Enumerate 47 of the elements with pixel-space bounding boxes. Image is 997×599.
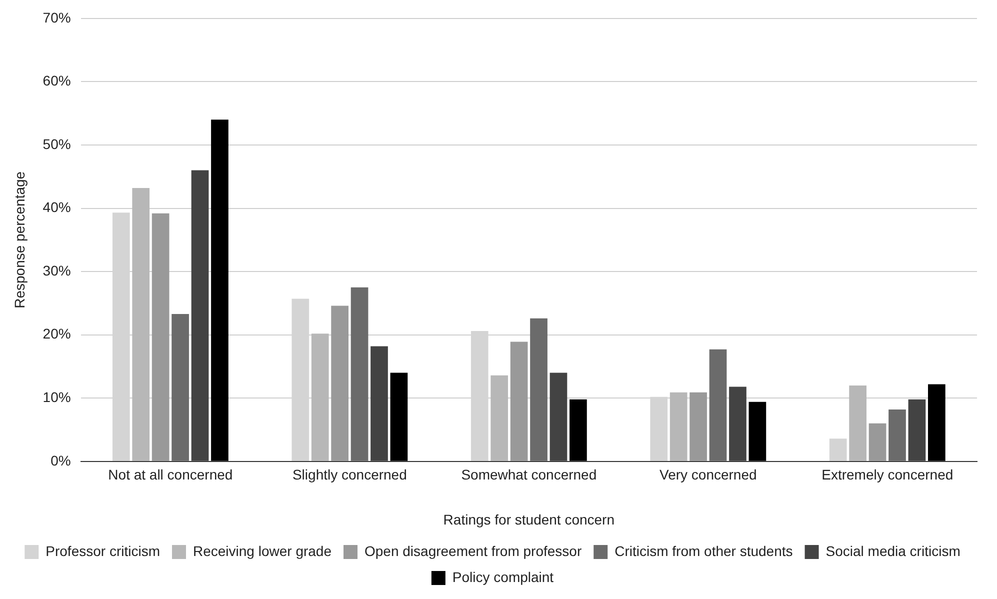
legend-label: Social media criticism — [826, 542, 960, 559]
bar — [152, 213, 170, 461]
bar — [709, 349, 727, 461]
bar — [570, 399, 587, 461]
bar — [908, 399, 926, 461]
legend-label: Receiving lower grade — [192, 542, 332, 559]
bar — [370, 346, 388, 461]
bar — [510, 342, 528, 461]
x-tick-label: Not at all concerned — [108, 466, 233, 483]
bar — [132, 188, 150, 461]
bar — [690, 392, 707, 461]
bar — [888, 410, 906, 461]
bar — [849, 385, 866, 461]
x-tick-label: Very concerned — [660, 466, 757, 483]
x-tick-label: Extremely concerned — [822, 466, 954, 483]
bar — [670, 392, 688, 461]
bar — [530, 318, 548, 461]
legend-label: Criticism from other students — [614, 542, 793, 559]
bar — [748, 402, 766, 461]
y-tick-label: 20% — [42, 326, 71, 342]
bar — [211, 120, 228, 461]
legend-label: Professor criticism — [46, 542, 160, 559]
y-tick-label: 10% — [42, 388, 71, 405]
x-tick-label: Slightly concerned — [292, 466, 407, 483]
bar — [868, 423, 886, 461]
legend-label: Policy complaint — [452, 568, 554, 585]
bar — [331, 306, 348, 461]
bar — [191, 170, 209, 461]
bar — [172, 314, 189, 461]
bar — [311, 334, 329, 461]
y-tick-label: 50% — [42, 136, 71, 152]
y-tick-label: 60% — [42, 72, 71, 89]
y-tick-label: 40% — [42, 199, 71, 216]
bar — [550, 372, 568, 461]
bar — [490, 375, 508, 461]
x-axis-title: Ratings for student concern — [443, 511, 615, 528]
bar — [729, 386, 746, 461]
y-tick-label: 0% — [50, 452, 71, 468]
y-tick-label: 70% — [42, 9, 71, 26]
bar — [350, 287, 368, 461]
bar — [390, 372, 408, 461]
x-tick-label: Somewhat concerned — [461, 466, 597, 483]
bar — [829, 438, 847, 461]
legend-label: Open disagreement from professor — [364, 542, 582, 559]
y-axis-title: Response percentage — [11, 171, 28, 308]
bar — [928, 384, 946, 461]
y-tick-label: 30% — [42, 262, 71, 278]
